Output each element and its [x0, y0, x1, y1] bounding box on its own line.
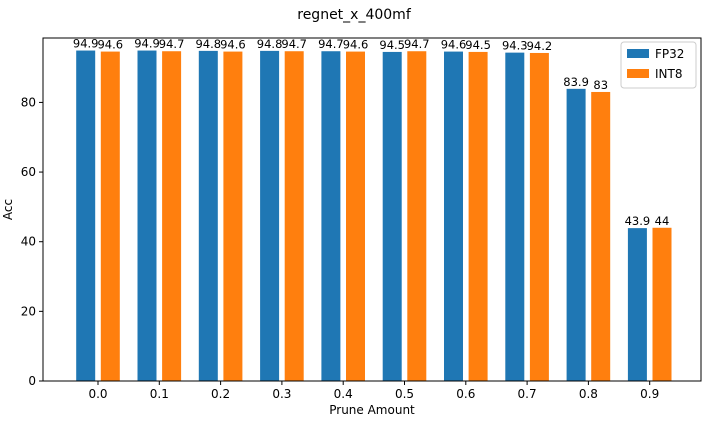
data-label-fp32-0.7: 94.3: [502, 39, 528, 53]
data-label-int8-0.4: 94.6: [343, 38, 369, 52]
x-axis: 0.0 0.1 0.2 0.3 0.4 0.5 0.6 0.7 0.8 0.9: [88, 381, 659, 401]
x-tick-label: 0.9: [640, 387, 659, 401]
bar-fp32-0.8: [566, 88, 586, 381]
bar-fp32-0.1: [137, 50, 157, 381]
x-tick-label: 0.2: [211, 387, 230, 401]
bar-fp32-0.0: [76, 50, 96, 381]
y-axis-label: Acc: [1, 199, 15, 220]
x-tick-label: 0.7: [518, 387, 537, 401]
data-label-fp32-0.2: 94.8: [195, 37, 221, 51]
data-label-fp32-0.9: 43.9: [625, 214, 651, 228]
x-tick-label: 0.6: [456, 387, 475, 401]
data-label-fp32-0.3: 94.8: [257, 37, 283, 51]
data-label-fp32-0.1: 94.9: [134, 37, 160, 51]
data-label-fp32-0.6: 94.6: [441, 38, 467, 52]
bar-fp32-0.9: [627, 228, 647, 381]
legend-label-fp32: FP32: [655, 47, 684, 61]
bar-fp32-0.6: [444, 51, 463, 381]
x-tick-label: 0.0: [88, 387, 107, 401]
x-tick-label: 0.4: [334, 387, 353, 401]
legend: FP32 INT8: [620, 41, 697, 89]
data-label-fp32-0.8: 83.9: [563, 75, 589, 89]
data-label-int8-0.8: 83: [593, 78, 608, 92]
x-axis-label: Prune Amount: [329, 403, 415, 417]
plot-area: 94.9 94.9 94.8 94.8 94.7 94.5 94.6 94.383.943.9…: [73, 37, 672, 382]
legend-swatch-fp32: [627, 49, 649, 58]
bar-fp32-0.2: [198, 50, 218, 381]
bar-int8-0.6: [468, 51, 488, 382]
x-tick-label: 0.8: [579, 387, 598, 401]
data-label-int8-0.2: 94.6: [220, 38, 246, 52]
bar-int8-0.9: [652, 227, 672, 381]
bar-int8-0.8: [591, 91, 611, 381]
bar-int8-0.1: [162, 51, 182, 381]
data-label-fp32-0.0: 94.9: [73, 37, 99, 51]
x-tick-label: 0.3: [272, 387, 291, 401]
y-tick-label: 60: [21, 165, 36, 179]
legend-label-int8: INT8: [655, 67, 682, 81]
bar-fp32-0.4: [321, 51, 341, 381]
bar-int8-0.4: [346, 51, 365, 381]
bar-fp32-0.7: [505, 52, 525, 381]
data-label-int8-0.7: 94.2: [527, 39, 553, 53]
bar-int8-0.2: [223, 51, 243, 381]
bar-int8-0.0: [100, 51, 120, 381]
data-label-int8-0.9: 44: [655, 214, 670, 228]
y-tick-label: 20: [21, 304, 36, 318]
chart-title: regnet_x_400mf: [297, 7, 412, 23]
data-label-int8-0.0: 94.6: [97, 38, 123, 52]
y-axis: 0 20 40 60 80: [21, 95, 43, 388]
bar-int8-0.3: [284, 51, 304, 381]
y-tick-label: 40: [21, 235, 36, 249]
x-tick-label: 0.1: [150, 387, 169, 401]
bar-int8-0.5: [407, 51, 427, 381]
data-label-int8-0.5: 94.7: [404, 37, 430, 51]
axes-frame: [42, 37, 702, 382]
legend-swatch-int8: [627, 69, 649, 78]
data-label-fp32-0.5: 94.5: [379, 38, 405, 52]
bar-int8-0.7: [529, 52, 549, 381]
bar-fp32-0.3: [260, 50, 280, 381]
data-label-fp32-0.4: 94.7: [318, 37, 344, 51]
y-tick-label: 80: [21, 95, 36, 109]
y-tick-label: 0: [28, 374, 36, 388]
data-label-int8-0.6: 94.5: [465, 38, 491, 52]
data-label-int8-0.3: 94.7: [281, 37, 307, 51]
x-tick-label: 0.5: [395, 387, 414, 401]
data-label-int8-0.1: 94.7: [159, 37, 185, 51]
bar-fp32-0.5: [382, 51, 402, 382]
